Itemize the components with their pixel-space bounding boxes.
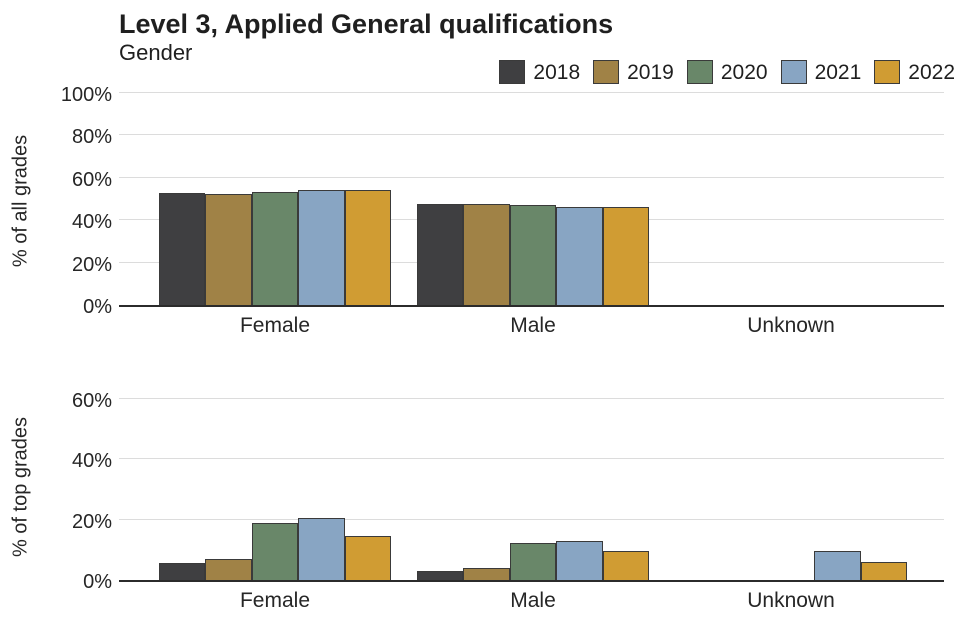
legend-item: 2019 (593, 60, 674, 84)
legend-item: 2021 (780, 60, 862, 84)
chart-title: Level 3, Applied General qualifications (119, 9, 614, 39)
y-tick-label: 100% (60, 84, 112, 106)
bar-male-2022 (602, 551, 650, 580)
x-category-label: Female (239, 589, 311, 612)
bar-male-2019 (463, 567, 510, 580)
bar-male-2020 (509, 543, 557, 580)
bar-female-2020 (251, 191, 299, 305)
legend-label: 2022 (908, 60, 955, 84)
y-tick-label: 80% (71, 126, 112, 149)
bar-female-2021 (298, 189, 345, 305)
y-tick-label: 0% (83, 571, 112, 593)
bar-female-2020 (251, 523, 299, 580)
legend-swatch-2018 (499, 60, 526, 84)
x-category-label: Unknown (747, 314, 835, 337)
bar-male-2022 (602, 207, 650, 305)
bar-male-2019 (463, 203, 510, 305)
legend-item: 2018 (499, 60, 580, 84)
bar-unknown-2022 (860, 561, 908, 580)
gridline-60% (119, 398, 944, 400)
bar-male-2021 (556, 206, 603, 305)
y-axis-title: % of all grades (9, 134, 32, 268)
bar-male-2018 (416, 571, 464, 580)
gridline-40% (119, 458, 944, 460)
chart-subtitle: Gender (119, 40, 193, 65)
y-tick-label: 20% (71, 253, 112, 276)
bar-male-2018 (416, 203, 464, 305)
legend-swatch-2020 (686, 60, 713, 84)
y-tick-label: 60% (71, 390, 112, 413)
y-tick-label: 40% (71, 211, 112, 234)
bar-female-2018 (158, 562, 206, 580)
gridline-80% (119, 134, 944, 136)
legend-label: 2018 (533, 60, 581, 84)
gridline-20% (119, 518, 944, 520)
x-category-label: Male (510, 314, 556, 337)
y-tick-label: 40% (71, 450, 112, 473)
y-axis-title: % of top grades (9, 416, 32, 558)
legend-swatch-2022 (874, 60, 901, 84)
panel-top-grades (119, 392, 944, 582)
legend-item: 2020 (686, 60, 768, 84)
bar-female-2022 (344, 190, 392, 305)
y-tick-label: 20% (71, 510, 112, 533)
gridline-60% (119, 176, 944, 178)
legend-swatch-2021 (780, 60, 807, 84)
legend-item: 2022 (874, 60, 955, 84)
bar-unknown-2021 (814, 550, 861, 580)
panel-all-grades (119, 92, 944, 307)
legend-label: 2021 (814, 60, 862, 84)
bar-male-2021 (556, 541, 603, 580)
x-category-label: Unknown (747, 589, 835, 612)
legend-swatch-2019 (593, 60, 620, 84)
y-tick-label: 60% (71, 168, 112, 191)
y-tick-label: 0% (83, 296, 112, 318)
bar-female-2022 (344, 535, 392, 580)
x-category-label: Male (510, 589, 556, 612)
bar-female-2021 (298, 518, 345, 580)
legend-label: 2019 (627, 60, 674, 84)
legend: 2018 2019 2020 2021 2022 (499, 60, 955, 84)
bar-female-2018 (158, 193, 206, 305)
gridline-100% (119, 92, 944, 93)
bar-male-2020 (509, 205, 557, 305)
legend-label: 2020 (720, 60, 768, 84)
bar-female-2019 (205, 558, 252, 580)
x-category-label: Female (239, 314, 311, 337)
bar-female-2019 (205, 193, 252, 305)
